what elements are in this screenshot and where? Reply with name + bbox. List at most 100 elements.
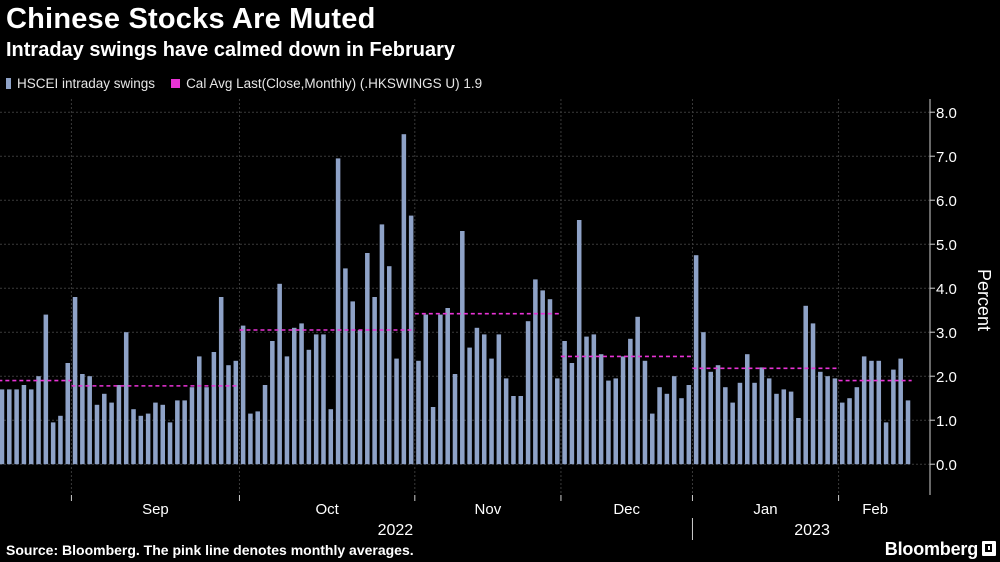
bar xyxy=(650,413,655,465)
bar xyxy=(58,415,63,465)
y-tick-label: 3.0 xyxy=(936,325,957,342)
bar xyxy=(744,354,750,465)
bar xyxy=(218,297,224,465)
bar xyxy=(408,215,414,465)
bar xyxy=(160,404,166,465)
bar xyxy=(481,334,487,465)
bar xyxy=(240,325,246,465)
bar xyxy=(555,378,560,465)
bar xyxy=(496,334,502,465)
bar xyxy=(861,356,867,465)
bar xyxy=(226,365,231,465)
bar xyxy=(460,231,465,465)
bar xyxy=(350,301,355,465)
bar xyxy=(825,376,830,465)
bar xyxy=(65,363,71,465)
bar xyxy=(153,402,158,465)
bar xyxy=(891,369,896,465)
year-label: 2023 xyxy=(794,522,830,539)
bar xyxy=(248,413,253,465)
y-tick-label: 8.0 xyxy=(936,105,957,122)
x-tick-label: Nov xyxy=(475,501,502,518)
bar xyxy=(123,332,129,465)
legend-series-label: HSCEI intraday swings xyxy=(17,76,156,91)
bar xyxy=(365,253,370,465)
bloomberg-logo: Bloomberg xyxy=(884,539,978,559)
bloomberg-terminal-icon xyxy=(982,541,996,556)
bar xyxy=(7,389,12,465)
bar xyxy=(445,308,450,465)
bar xyxy=(606,380,611,465)
bar xyxy=(664,393,670,465)
bar xyxy=(693,255,699,465)
average-swatch-icon xyxy=(171,79,181,88)
bar xyxy=(36,376,41,465)
bar xyxy=(525,321,531,465)
bar xyxy=(291,327,297,465)
bar xyxy=(730,402,735,465)
bar xyxy=(28,389,34,465)
bar xyxy=(313,334,319,465)
bar xyxy=(628,338,633,465)
bar xyxy=(335,158,341,465)
bar xyxy=(518,396,524,465)
bar xyxy=(671,376,677,465)
bar xyxy=(284,356,290,465)
bar xyxy=(818,371,823,465)
chart-subtitle: Intraday swings have calmed down in Febr… xyxy=(6,39,456,61)
bar xyxy=(72,297,78,465)
bar xyxy=(182,400,187,465)
bar xyxy=(854,387,860,465)
bar-swatch-icon xyxy=(6,78,11,89)
bar xyxy=(270,341,275,465)
bar xyxy=(87,376,92,465)
bar xyxy=(562,341,567,465)
bar xyxy=(262,385,268,465)
legend-average-label: Cal Avg Last(Close,Monthly) (.HKSWINGS U… xyxy=(186,76,483,91)
bar xyxy=(372,297,377,465)
y-tick-label: 5.0 xyxy=(936,237,957,254)
bar xyxy=(642,360,648,465)
bar xyxy=(759,367,765,465)
bar xyxy=(737,382,743,465)
bar xyxy=(832,378,838,465)
bar xyxy=(197,356,202,465)
bar xyxy=(416,360,421,465)
bar xyxy=(869,360,874,465)
bar xyxy=(452,374,458,465)
bar xyxy=(715,365,721,465)
bar xyxy=(394,358,399,465)
bar xyxy=(657,387,662,465)
bar xyxy=(613,378,619,465)
bar xyxy=(138,415,144,465)
legend-item-average[interactable]: Cal Avg Last(Close,Monthly) (.HKSWINGS U… xyxy=(171,76,482,91)
bar xyxy=(321,334,326,465)
bar xyxy=(474,327,480,465)
bar xyxy=(547,299,553,465)
bar xyxy=(569,363,575,465)
y-tick-label: 1.0 xyxy=(936,413,957,430)
legend-item-series[interactable]: HSCEI intraday swings xyxy=(6,76,155,91)
bar xyxy=(299,323,304,465)
bar xyxy=(94,404,100,465)
y-tick-label: 6.0 xyxy=(936,193,957,210)
bar xyxy=(328,409,334,465)
bar xyxy=(781,389,787,465)
bar xyxy=(211,352,217,465)
bar xyxy=(708,371,713,465)
x-tick-label: Dec xyxy=(613,501,640,518)
x-tick-label: Feb xyxy=(862,501,888,518)
bar xyxy=(401,134,407,465)
bar xyxy=(752,382,757,465)
bar xyxy=(905,400,911,465)
bar xyxy=(576,220,582,465)
year-label: 2022 xyxy=(378,522,414,539)
bar xyxy=(379,224,385,465)
bar xyxy=(0,389,5,465)
bar xyxy=(591,334,597,465)
bar xyxy=(438,314,443,465)
bar xyxy=(511,396,516,465)
bar xyxy=(131,409,136,465)
bar xyxy=(489,358,494,465)
